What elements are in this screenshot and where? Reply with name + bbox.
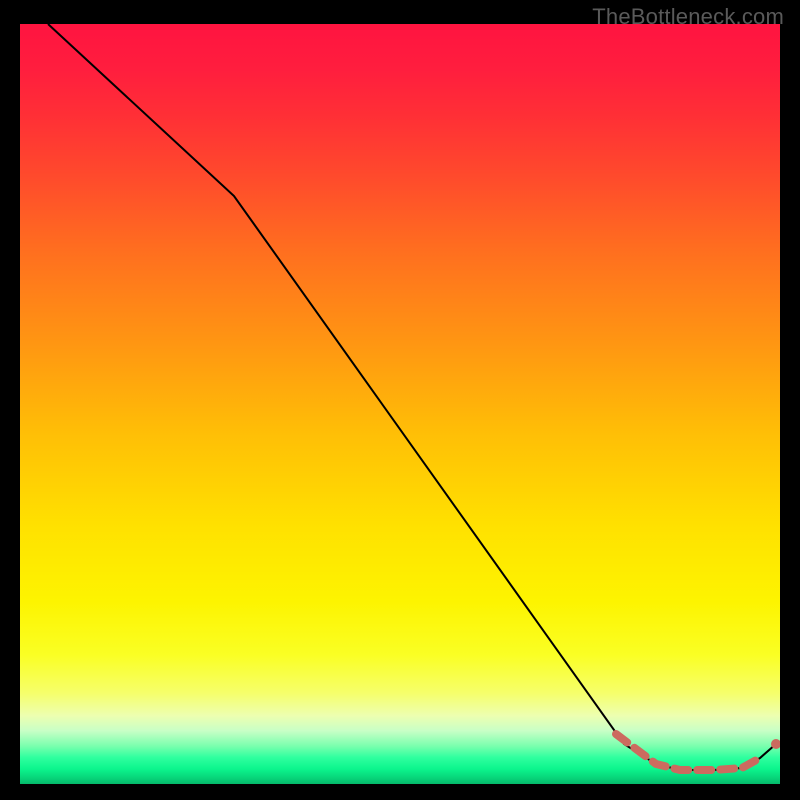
gradient-background	[20, 24, 780, 784]
chart-canvas: TheBottleneck.com	[0, 0, 800, 800]
plot-area	[20, 24, 780, 784]
gradient-chart-svg	[20, 24, 780, 784]
